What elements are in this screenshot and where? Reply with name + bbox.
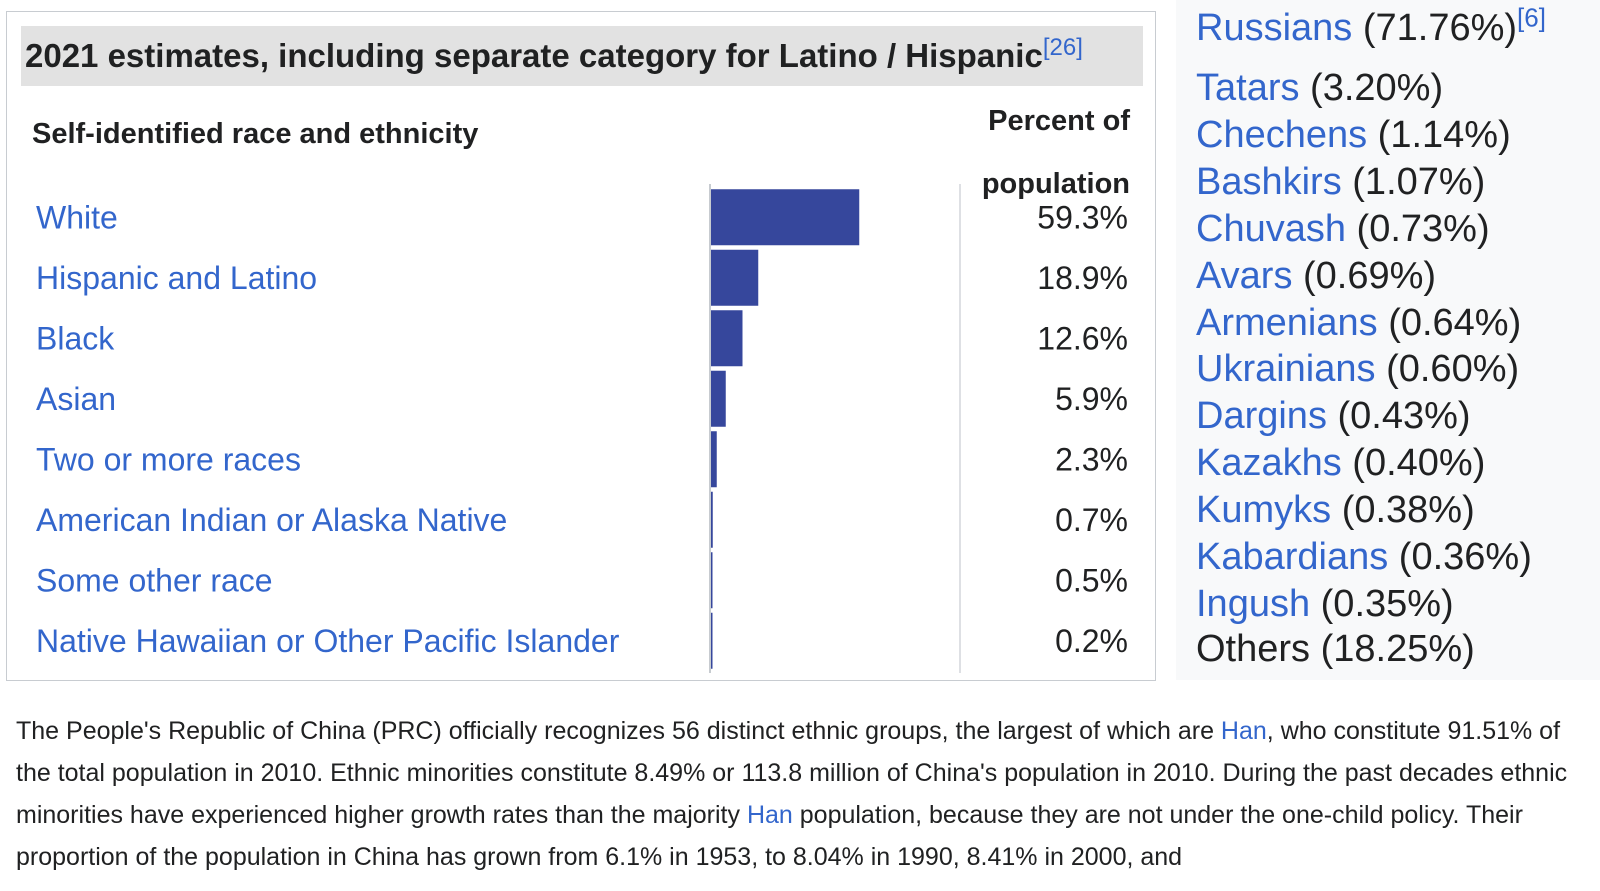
ethnic-group-name-ukrainians[interactable]: Ukrainians — [1196, 348, 1376, 390]
ethnic-groups-list: Russians (71.76%)[6] Tatars (3.20%) Cheche… — [1176, 0, 1600, 680]
value-label-black: 12.6% — [1037, 320, 1128, 356]
ethnic-group-percent-chechens: (1.14%) — [1367, 114, 1511, 156]
paragraph-text: The People's Republic of China (PRC) off… — [16, 710, 1591, 878]
paragraph-segment-1: The People's Republic of China (PRC) off… — [16, 717, 1221, 745]
value-label-american-indian-or-alaska-native: 0.7% — [1055, 502, 1128, 538]
ethnic-group-others: Others (18.25%) — [1196, 628, 1475, 671]
bar-chart-svg: White 59.3% Hispanic and Latino 18.9% Black 1… — [36, 184, 1128, 673]
ethnic-group-name-chuvash[interactable]: Chuvash — [1196, 208, 1346, 250]
ethnic-group-chechens: Chechens (1.14%) — [1196, 114, 1511, 157]
ethnic-group-name-russians[interactable]: Russians — [1196, 7, 1353, 49]
ethnic-group-chuvash: Chuvash (0.73%) — [1196, 208, 1490, 251]
bar-black — [711, 310, 743, 367]
ethnic-group-percent-bashkirs: (1.07%) — [1341, 161, 1486, 203]
bar-white — [711, 189, 860, 246]
ethnic-group-name-tatars[interactable]: Tatars — [1196, 67, 1300, 109]
bar-two-or-more-races — [711, 431, 717, 488]
value-label-some-other-race: 0.5% — [1055, 562, 1128, 598]
ethnic-group-armenians: Armenians (0.64%) — [1196, 302, 1521, 345]
chart-title: 2021 estimates, including separate categ… — [21, 26, 1143, 86]
china-ethnicity-paragraph: The People's Republic of China (PRC) off… — [16, 710, 1591, 878]
ethnic-group-dargins: Dargins (0.43%) — [1196, 395, 1471, 438]
ethnic-group-percent-kabardians: (0.36%) — [1388, 536, 1532, 578]
ethnic-group-reference-link[interactable]: [6] — [1517, 2, 1546, 33]
category-label-american-indian-or-alaska-native[interactable]: American Indian or Alaska Native — [36, 502, 507, 538]
ethnic-group-bashkirs: Bashkirs (1.07%) — [1196, 161, 1485, 204]
ethnic-group-percent-dargins: (0.43%) — [1326, 395, 1471, 437]
ethnic-group-percent-ukrainians: (0.60%) — [1375, 348, 1520, 390]
value-column-header: Percent of population — [930, 90, 1130, 216]
ethnic-group-kumyks: Kumyks (0.38%) — [1196, 489, 1475, 532]
value-label-hispanic-and-latino: 18.9% — [1037, 260, 1128, 296]
ethnic-group-name-kazakhs[interactable]: Kazakhs — [1196, 442, 1342, 484]
ethnic-group-tatars: Tatars (3.20%) — [1196, 67, 1443, 110]
ethnic-group-percent-tatars: (3.20%) — [1299, 67, 1444, 109]
ethnic-group-russians: Russians (71.76%)[6] — [1196, 4, 1546, 50]
category-label-native-hawaiian-or-other-pacific-islander[interactable]: Native Hawaiian or Other Pacific Islande… — [36, 623, 620, 659]
category-label-hispanic-and-latino[interactable]: Hispanic and Latino — [36, 260, 317, 296]
ethnic-group-kabardians: Kabardians (0.36%) — [1196, 536, 1532, 579]
ethnic-group-percent-chuvash: (0.73%) — [1345, 208, 1490, 250]
category-label-asian[interactable]: Asian — [36, 381, 116, 417]
value-label-white: 59.3% — [1037, 199, 1128, 235]
ethnic-group-percent-kumyks: (0.38%) — [1331, 489, 1475, 531]
ethnic-group-kazakhs: Kazakhs (0.40%) — [1196, 442, 1485, 485]
ethnic-group-name-avars[interactable]: Avars — [1196, 255, 1293, 297]
ethnicity-chart: 2021 estimates, including separate categ… — [6, 11, 1156, 681]
ethnic-group-percent-ingush: (0.35%) — [1310, 583, 1454, 625]
paragraph-segment-2: , who constitute 91.51% of the total pop… — [16, 717, 1568, 829]
han-link-1[interactable]: Han — [1220, 717, 1267, 745]
ethnic-group-ukrainians: Ukrainians (0.60%) — [1196, 348, 1519, 391]
chart-title-reference-link[interactable]: [26] — [1042, 34, 1083, 61]
ethnic-group-percent-russians: (71.76%) — [1352, 7, 1518, 49]
ethnic-group-name-others: Others — [1196, 628, 1311, 670]
ethnic-group-name-kabardians[interactable]: Kabardians — [1196, 536, 1389, 578]
category-column-header: Self-identified race and ethnicity — [32, 118, 479, 150]
ethnic-group-ingush: Ingush (0.35%) — [1196, 583, 1454, 626]
value-label-two-or-more-races: 2.3% — [1055, 441, 1128, 477]
value-column-header-line1: Percent of — [988, 105, 1130, 137]
ethnic-group-avars: Avars (0.69%) — [1196, 255, 1436, 298]
category-label-white[interactable]: White — [36, 199, 118, 235]
category-label-two-or-more-races[interactable]: Two or more races — [36, 441, 301, 477]
value-label-native-hawaiian-or-other-pacific-islander: 0.2% — [1055, 623, 1128, 659]
ethnic-group-name-chechens[interactable]: Chechens — [1196, 114, 1368, 156]
category-label-some-other-race[interactable]: Some other race — [36, 562, 273, 598]
ethnic-group-name-dargins[interactable]: Dargins — [1196, 395, 1327, 437]
chart-title-text: 2021 estimates, including separate categ… — [25, 37, 1043, 74]
ethnic-group-name-bashkirs[interactable]: Bashkirs — [1196, 161, 1342, 203]
ethnic-group-percent-kazakhs: (0.40%) — [1341, 442, 1486, 484]
value-column-header-line2: population — [981, 168, 1130, 200]
category-label-black[interactable]: Black — [36, 320, 115, 356]
value-label-asian: 5.9% — [1055, 381, 1128, 417]
bar-hispanic-and-latino — [711, 249, 759, 306]
bar-native-hawaiian-or-other-pacific-islander — [711, 612, 713, 669]
ethnic-group-percent-armenians: (0.64%) — [1377, 302, 1522, 344]
paragraph-segment-3: population, because they are not under t… — [16, 801, 1523, 871]
ethnic-group-name-armenians[interactable]: Armenians — [1196, 302, 1378, 344]
ethnic-group-percent-avars: (0.69%) — [1292, 255, 1437, 297]
ethnic-group-name-ingush[interactable]: Ingush — [1196, 583, 1311, 625]
han-link-2[interactable]: Han — [746, 801, 793, 829]
bar-asian — [711, 370, 726, 427]
ethnic-group-name-kumyks[interactable]: Kumyks — [1196, 489, 1332, 531]
ethnic-group-percent-others: (18.25%) — [1310, 628, 1475, 670]
bar-some-other-race — [711, 552, 713, 609]
bar-american-indian-or-alaska-native — [711, 491, 713, 548]
